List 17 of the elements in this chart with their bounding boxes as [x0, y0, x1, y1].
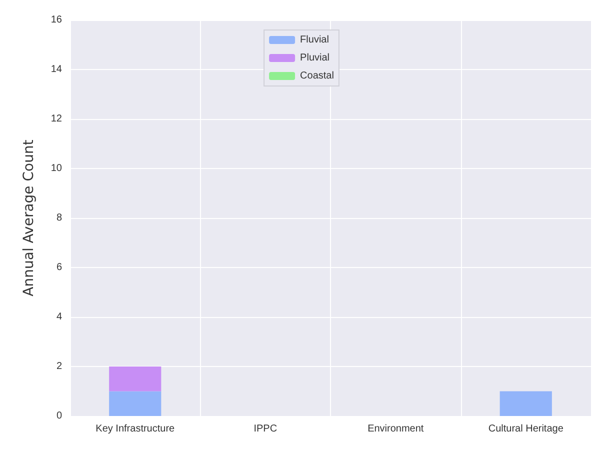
y-tick-label: 16 [50, 14, 62, 26]
y-tick-label: 2 [56, 361, 62, 372]
x-tick-label: Key Infrastructure [96, 424, 176, 434]
x-tick-label: IPPC [254, 424, 278, 434]
legend-label: Coastal [300, 70, 334, 82]
y-tick-label: 0 [56, 410, 62, 422]
y-tick-label: 10 [50, 163, 62, 174]
legend-label: Pluvial [300, 52, 330, 64]
y-tick-label: 4 [56, 312, 62, 322]
legend-label: Fluvial [300, 34, 329, 46]
y-tick-label: 14 [50, 64, 62, 75]
y-tick-label: 6 [56, 262, 62, 273]
y-tick-label: 8 [56, 212, 62, 224]
y-tick-label: 12 [50, 114, 62, 124]
x-tick-label: Cultural Heritage [488, 424, 564, 434]
y-axis-title: Annual Average Count [21, 139, 37, 296]
x-tick-label: Environment [368, 424, 424, 434]
